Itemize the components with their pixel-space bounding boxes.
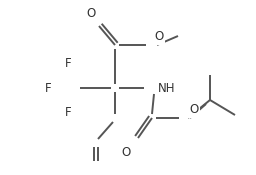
Text: O: O bbox=[86, 7, 96, 20]
Text: F: F bbox=[65, 106, 71, 119]
Text: O: O bbox=[122, 146, 131, 159]
Text: O: O bbox=[154, 30, 163, 43]
Text: F: F bbox=[45, 82, 52, 95]
Text: O: O bbox=[189, 103, 198, 116]
Text: F: F bbox=[65, 57, 71, 70]
Text: NH: NH bbox=[158, 82, 176, 95]
